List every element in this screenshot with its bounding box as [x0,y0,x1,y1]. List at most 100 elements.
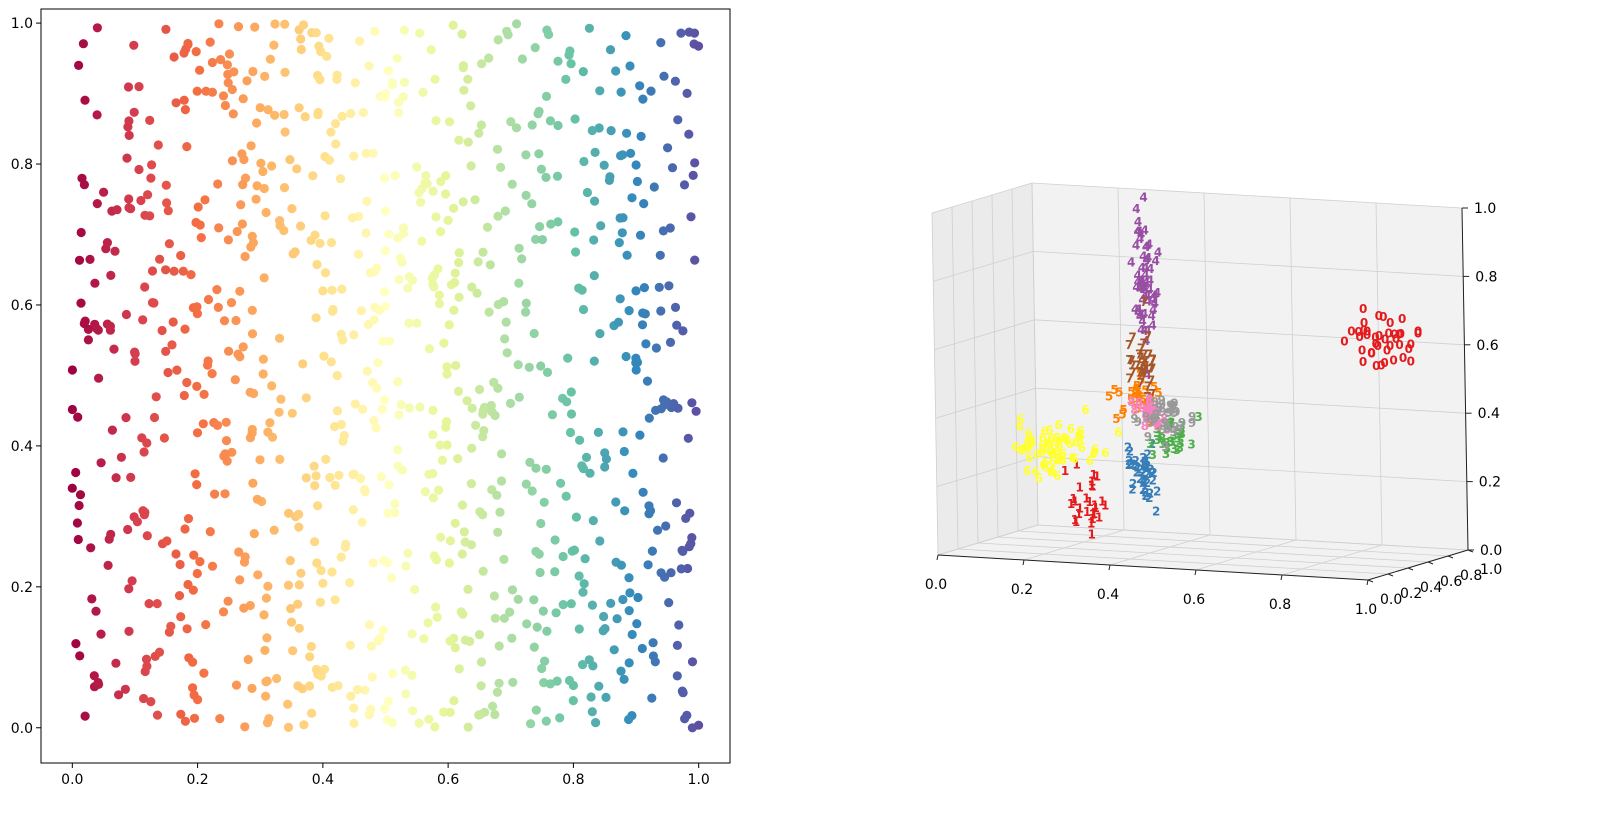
scatter-point [75,490,86,500]
scatter-point [459,527,469,537]
scatter-point [678,688,688,698]
scatter-point [233,22,244,32]
scatter-point [283,699,293,709]
scatter-point [531,705,541,715]
digit-marker-5: 5 [1112,412,1120,426]
scatter-point [362,366,372,376]
digit-marker-0: 0 [1414,325,1422,339]
scatter-point [460,537,470,547]
digit-marker-6: 6 [1016,413,1024,427]
scatter-point [578,464,589,474]
scatter-point [180,105,190,115]
scatter-point [442,362,452,372]
scatter-point [353,249,364,259]
scatter-point [658,453,668,463]
digit-marker-7: 7 [1141,354,1149,368]
digit-marker-3: 3 [1176,427,1184,441]
digit-marker-7: 7 [1140,295,1148,309]
digit-marker-1: 1 [1072,458,1080,472]
scatter-point [333,681,343,691]
scatter-point [132,517,142,527]
scatter-point [456,607,466,617]
scatter-point [632,619,642,629]
scatter-point [372,383,382,393]
digit-marker-4: 4 [1144,251,1152,265]
digit-marker-0: 0 [1367,346,1375,360]
digit-marker-6: 6 [1033,447,1041,461]
scatter-point [644,413,654,423]
grid-line [971,200,979,544]
digit-marker-4: 4 [1139,280,1147,294]
scatter-point [527,486,537,496]
scatter-point [90,278,100,288]
scatter-point [299,720,309,730]
scatter-point [421,171,431,181]
digit-marker-4: 4 [1142,276,1150,290]
scatter-point [570,227,580,237]
digit-marker-7: 7 [1139,369,1147,383]
scatter-point [617,228,627,238]
scatter-point [444,320,454,330]
scatter-point [349,718,359,729]
scatter-point [579,579,589,589]
digit-marker-4: 4 [1132,281,1140,295]
scatter-point [294,103,304,113]
scatter-point [387,78,398,88]
scatter-point [531,463,541,473]
scatter-point [92,110,102,120]
scatter-point [381,246,391,256]
scatter-point [263,105,273,115]
digit-marker-1: 1 [1098,495,1106,509]
scatter-point [414,718,424,728]
scatter-point [666,568,676,578]
scatter-point [622,128,632,138]
scatter-point [72,518,82,528]
digit-marker-2: 2 [1141,473,1149,487]
digit-marker-3: 3 [1159,437,1167,451]
scatter-point [191,217,201,228]
digit-marker-7: 7 [1125,353,1133,367]
digit-marker-4: 4 [1153,286,1161,300]
scatter-point [378,336,388,346]
scatter-point [514,392,524,402]
scatter-point [261,207,271,218]
y-tick-mark [1447,555,1454,559]
scatter-point [553,120,563,131]
scatter-point [496,476,507,486]
digit-marker-5: 5 [1132,384,1140,398]
digit-marker-0: 0 [1377,359,1385,373]
scatter-point [638,487,648,497]
scatter-point [242,76,252,86]
scatter-point [476,681,486,691]
scatter-point [613,317,624,327]
digit-marker-6: 6 [1019,442,1027,456]
scatter-point [245,433,255,443]
scatter-point [240,251,250,262]
scatter-point [102,238,112,248]
scatter-point [631,353,641,363]
digit-marker-4: 4 [1137,276,1145,290]
scatter-point [476,657,487,667]
digit-marker-1: 1 [1088,480,1096,494]
digit-marker-0: 0 [1374,339,1382,353]
scatter-point [142,531,152,541]
scatter-point [152,710,163,720]
scatter-point [326,127,336,137]
scatter-point [533,109,543,119]
scatter-point [673,115,683,125]
scatter-point [449,203,459,213]
digit-marker-4: 4 [1139,249,1147,263]
scatter-point [155,254,165,264]
scatter-point [126,204,136,214]
scatter-point [424,714,434,724]
scatter-point [301,473,311,483]
scatter-point [138,315,148,325]
digit-marker-0: 0 [1395,338,1403,352]
y-tick-mark [1367,579,1374,583]
grid-line [1023,529,1125,561]
digit-marker-5: 5 [1132,384,1140,398]
scatter-point [189,550,199,560]
digit-marker-8: 8 [1145,406,1153,420]
digit-marker-5: 5 [1133,379,1141,393]
digit-marker-9: 9 [1146,416,1154,430]
